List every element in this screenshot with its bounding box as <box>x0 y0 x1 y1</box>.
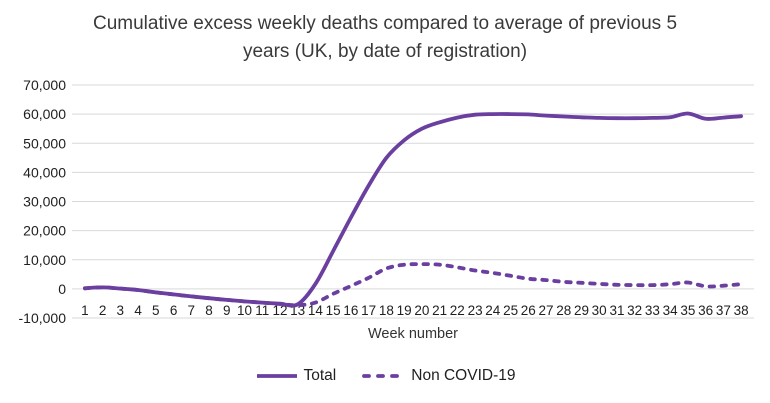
legend-dashed-line-icon <box>362 374 407 378</box>
x-tick-label: 34 <box>663 303 679 318</box>
x-tick-label: 9 <box>223 303 231 318</box>
series-line-total <box>83 111 743 308</box>
x-tick-label: 21 <box>432 303 447 318</box>
x-tick-label: 14 <box>308 303 324 318</box>
legend-item-non-covid-19: Non COVID-19 <box>362 367 515 385</box>
y-tick-label: 60,000 <box>23 106 66 122</box>
x-tick-label: 33 <box>645 303 660 318</box>
legend: Total Non COVID-19 <box>0 367 770 385</box>
legend-label-non-covid-19: Non COVID-19 <box>411 367 516 384</box>
x-axis-title: Week number <box>368 326 458 342</box>
x-tick-label: 4 <box>134 303 142 318</box>
x-tick-label: 2 <box>99 303 107 318</box>
x-tick-label: 10 <box>237 303 252 318</box>
legend-item-total: Total <box>255 367 337 385</box>
x-tick-label: 1 <box>81 303 89 318</box>
x-tick-label: 6 <box>170 303 178 318</box>
x-tick-label: 15 <box>326 303 341 318</box>
y-tick-label: 40,000 <box>23 164 66 180</box>
x-tick-label: 38 <box>734 303 749 318</box>
x-tick-label: 19 <box>397 303 412 318</box>
chart-title: Cumulative excess weekly deaths compared… <box>92 13 678 62</box>
x-tick-label: 28 <box>556 303 571 318</box>
x-tick-label: 23 <box>468 303 483 318</box>
x-tick-label: 18 <box>379 303 394 318</box>
x-tick-label: 16 <box>343 303 358 318</box>
x-tick-label: 37 <box>716 303 731 318</box>
x-tick-label: 31 <box>609 303 624 318</box>
x-tick-label: 5 <box>152 303 160 318</box>
x-tick-label: 32 <box>627 303 642 318</box>
x-tick-label: 22 <box>450 303 465 318</box>
x-tick-label: 26 <box>521 303 536 318</box>
x-tick-label: 30 <box>592 303 607 318</box>
y-tick-label: 30,000 <box>23 194 66 210</box>
y-tick-label: 10,000 <box>23 252 66 268</box>
x-tick-label: 36 <box>698 303 713 318</box>
series-line-non-covid-19 <box>83 262 743 308</box>
y-tick-label: -10,000 <box>19 310 67 326</box>
y-tick-label: 20,000 <box>23 223 66 239</box>
x-tick-label: 11 <box>255 303 269 318</box>
x-tick-label: 35 <box>680 303 695 318</box>
x-tick-label: 12 <box>272 303 287 318</box>
y-tick-label: 0 <box>58 281 66 297</box>
x-tick-label: 25 <box>503 303 518 318</box>
x-tick-label: 8 <box>205 303 213 318</box>
legend-label-total: Total <box>303 367 337 384</box>
y-tick-label: 70,000 <box>23 77 66 93</box>
x-tick-label: 24 <box>485 303 501 318</box>
x-tick-label: 17 <box>361 303 376 318</box>
y-tick-label: 50,000 <box>23 135 66 151</box>
legend-solid-line-icon <box>256 374 297 378</box>
x-tick-label: 20 <box>414 303 429 318</box>
x-tick-label: 7 <box>188 303 196 318</box>
x-tick-label: 27 <box>538 303 553 318</box>
x-tick-label: 29 <box>574 303 589 318</box>
x-tick-label: 3 <box>117 303 125 318</box>
